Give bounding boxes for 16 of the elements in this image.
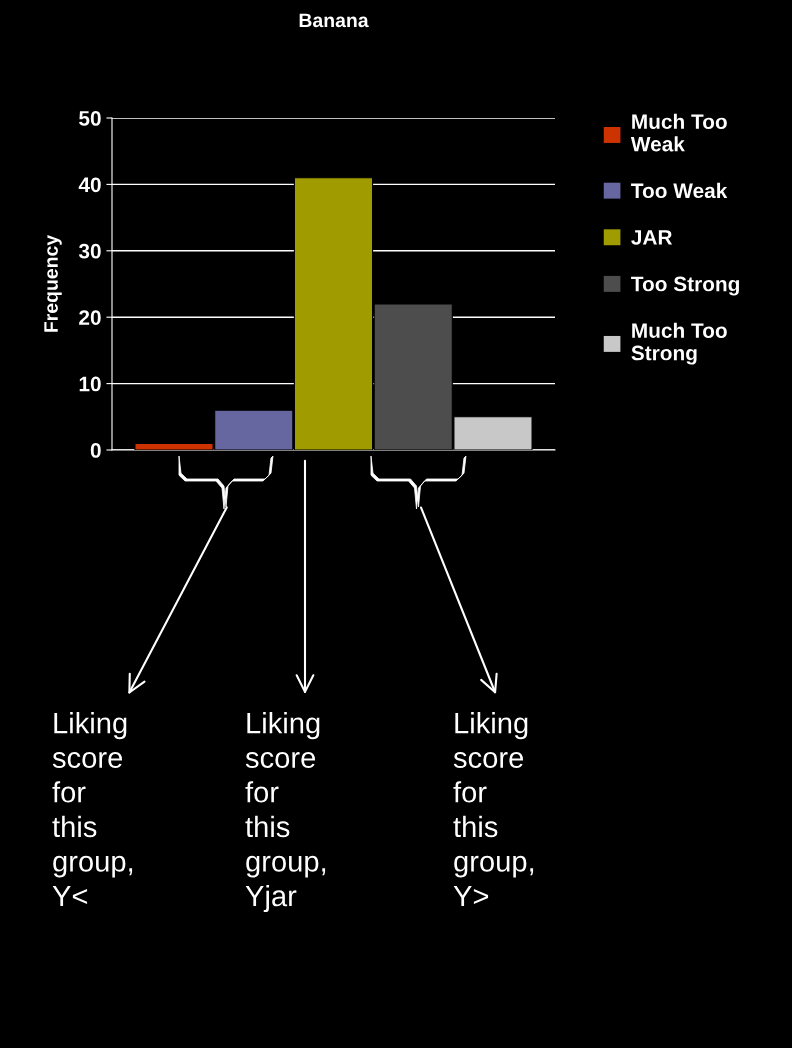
- legend-label: Too Weak: [631, 182, 728, 199]
- legend-label: Too Strong: [631, 276, 739, 296]
- y-axis-title: Frequency: [44, 234, 62, 332]
- y-tick-label: 50: [79, 111, 101, 126]
- legend-label: Much Too Strong: [631, 322, 727, 365]
- y-tick-label: 0: [90, 443, 101, 458]
- y-tick-label: 10: [79, 376, 101, 392]
- y-tick-label: 40: [78, 177, 101, 193]
- legend-label: Much Too Weak: [630, 113, 727, 152]
- chart-title: Banana: [299, 13, 369, 28]
- text: Liking score for this group, Y<: [52, 712, 133, 907]
- legend-label: JAR: [631, 230, 673, 245]
- y-tick-label: 30: [78, 243, 101, 259]
- text: Liking score for this group, Y>: [453, 712, 534, 907]
- y-tick-label: 20: [79, 310, 101, 325]
- text: Liking score for this group, Yjar: [245, 712, 326, 913]
